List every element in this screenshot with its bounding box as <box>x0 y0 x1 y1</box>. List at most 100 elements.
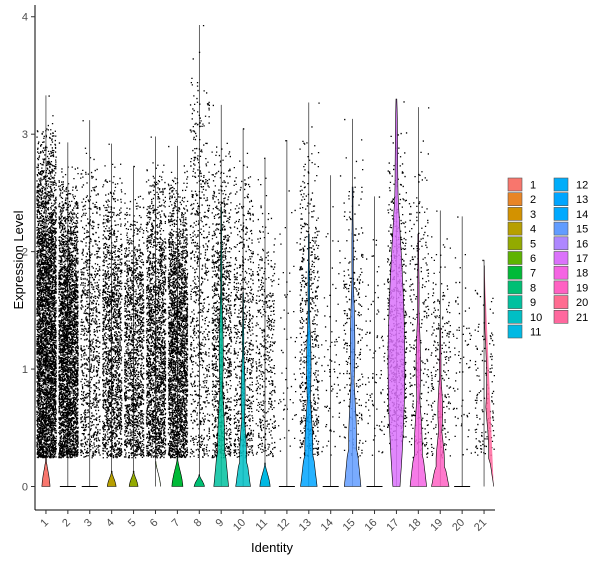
legend-item-8: 8 <box>507 280 536 295</box>
y-tick-label: 3 <box>22 129 28 141</box>
x-tick-label: 9 <box>213 517 226 530</box>
category-3-group <box>80 120 101 487</box>
violin-6 <box>155 461 161 487</box>
violin-17 <box>387 98 406 487</box>
legend-swatch <box>553 309 569 324</box>
legend-item-18: 18 <box>553 265 588 280</box>
category-7-group <box>167 145 189 487</box>
legend-item-12: 12 <box>553 177 588 192</box>
violin-21 <box>484 265 494 487</box>
violin-11 <box>259 462 271 487</box>
y-tick-label: 2 <box>22 247 28 259</box>
legend-item-1: 1 <box>507 177 536 192</box>
violin-5 <box>128 470 139 487</box>
legend-label: 20 <box>576 297 588 309</box>
category-14-group <box>321 175 342 487</box>
legend-item-11: 11 <box>507 324 541 339</box>
data-points <box>321 175 342 456</box>
legend-label: 3 <box>530 209 536 221</box>
legend-swatch <box>507 309 523 324</box>
data-points <box>233 128 255 459</box>
legend-label: 16 <box>576 238 588 250</box>
legend-item-7: 7 <box>507 265 536 280</box>
category-16-group <box>365 196 386 487</box>
legend-label: 7 <box>530 268 536 280</box>
legend-swatch <box>553 221 569 236</box>
y-tick-label: 4 <box>22 12 28 24</box>
category-1-group <box>36 95 57 487</box>
legend-label: 1 <box>530 180 536 192</box>
data-points <box>277 140 298 452</box>
data-points <box>36 95 57 459</box>
legend-label: 5 <box>530 238 536 250</box>
legend-item-13: 13 <box>553 192 588 206</box>
x-tick-label: 2 <box>60 517 73 530</box>
legend-item-16: 16 <box>553 236 588 251</box>
legend-swatch <box>507 265 523 280</box>
legend-label: 8 <box>530 282 536 294</box>
category-2-group <box>58 142 79 487</box>
legend-label: 9 <box>530 297 536 309</box>
legend-item-2: 2 <box>507 192 536 206</box>
violin-19 <box>431 327 450 487</box>
legend-label: 15 <box>576 224 588 236</box>
legend-swatch <box>507 324 523 339</box>
data-points <box>145 136 167 459</box>
x-tick-label: 20 <box>450 517 467 534</box>
legend-swatch <box>507 207 523 221</box>
legend-swatch <box>507 221 523 236</box>
legend-label: 6 <box>530 253 536 265</box>
x-tick-label: 7 <box>170 517 183 530</box>
legend-swatch <box>553 251 569 265</box>
points-layer <box>36 24 495 487</box>
legend-item-17: 17 <box>553 251 588 265</box>
legend-swatch <box>553 192 569 206</box>
x-tick-label: 1 <box>38 517 51 530</box>
legend-item-3: 3 <box>507 207 536 221</box>
legend-swatch <box>507 295 523 309</box>
legend-item-10: 10 <box>507 309 542 324</box>
x-tick-label: 8 <box>192 517 205 530</box>
violin-8 <box>193 474 205 487</box>
legend-swatch <box>507 251 523 265</box>
x-tick-label: 4 <box>104 517 117 530</box>
legend-label: 14 <box>576 209 588 221</box>
legend-label: 12 <box>576 180 588 192</box>
x-tick-label: 3 <box>82 517 95 530</box>
legend-label: 18 <box>576 268 588 280</box>
legend-label: 19 <box>576 282 588 294</box>
legend-swatch <box>507 192 523 206</box>
data-points <box>58 142 79 459</box>
legend-item-5: 5 <box>507 236 536 251</box>
data-points <box>167 145 189 459</box>
violin-9 <box>213 206 229 487</box>
legend-swatch <box>553 280 569 295</box>
legend-item-20: 20 <box>553 295 588 309</box>
x-tick-label: 11 <box>254 517 271 534</box>
data-points <box>211 104 233 459</box>
category-6-group <box>145 136 167 487</box>
legend-item-19: 19 <box>553 280 588 295</box>
legend-label: 13 <box>576 194 588 206</box>
violin-15 <box>343 186 362 487</box>
legend-swatch <box>507 280 523 295</box>
violin-10 <box>235 292 251 487</box>
data-points <box>102 143 123 459</box>
x-tick-label: 17 <box>384 517 401 534</box>
category-11-group <box>255 157 276 487</box>
data-points <box>189 25 211 458</box>
category-8-group <box>189 24 211 487</box>
x-tick-label: 14 <box>319 517 336 534</box>
x-tick-label: 13 <box>297 517 314 534</box>
x-tick-label: 10 <box>231 517 248 534</box>
category-4-group <box>102 143 123 487</box>
legend-swatch <box>553 236 569 251</box>
x-tick-label: 18 <box>406 517 423 534</box>
legend-swatch <box>507 236 523 251</box>
legend-swatch <box>507 177 523 192</box>
legend-item-21: 21 <box>553 309 588 324</box>
x-tick-label: 12 <box>275 517 292 534</box>
data-points <box>123 165 145 459</box>
legend-item-9: 9 <box>507 295 536 309</box>
y-tick-label: 0 <box>22 482 28 494</box>
